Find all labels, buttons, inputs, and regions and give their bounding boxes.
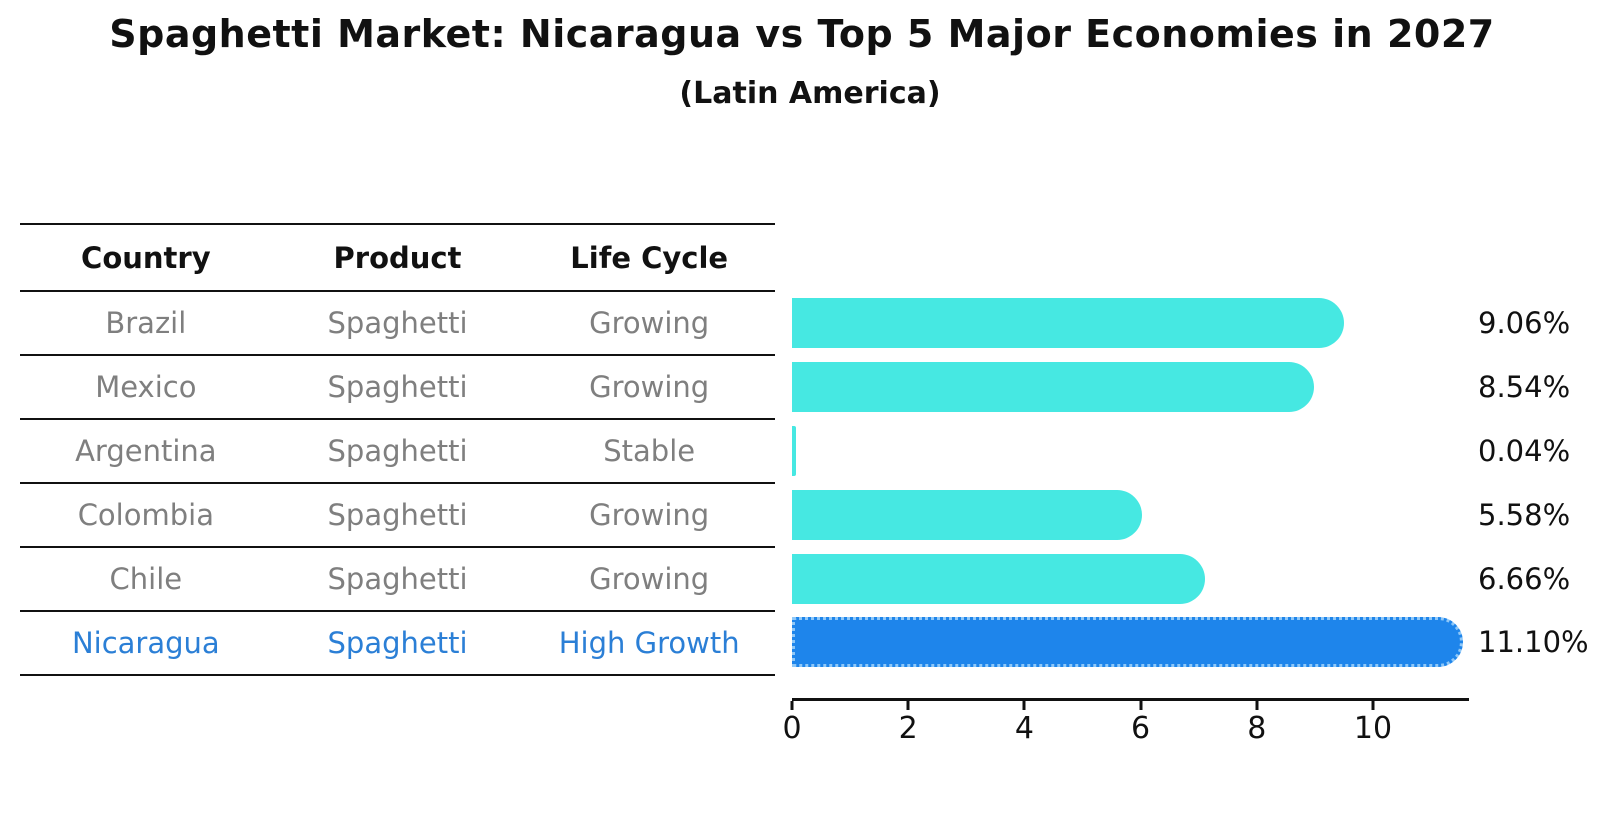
- cell-product: Spaghetti: [327, 498, 468, 532]
- cell-product: Spaghetti: [327, 562, 468, 596]
- chart-title: Spaghetti Market: Nicaragua vs Top 5 Maj…: [109, 12, 1495, 56]
- bar-value-label: 5.58%: [1478, 498, 1571, 532]
- x-axis-tick: [906, 701, 910, 710]
- x-axis-tick: [1022, 701, 1026, 710]
- bar-value-label: 9.06%: [1478, 306, 1571, 340]
- x-axis-tick-label: 0: [782, 711, 802, 746]
- bar-brazil: [792, 298, 1344, 348]
- table-row: Chile Spaghetti Growing: [20, 548, 775, 612]
- x-axis-tick-label: 4: [1014, 711, 1034, 746]
- bar-colombia: [792, 490, 1142, 540]
- cell-product: Spaghetti: [327, 370, 468, 404]
- bar-chile: [792, 554, 1205, 604]
- cell-life-cycle: Growing: [589, 562, 710, 596]
- cell-country: Chile: [109, 562, 183, 596]
- cell-country: Brazil: [105, 306, 187, 340]
- column-header-country: Country: [81, 240, 211, 275]
- column-header-product: Product: [333, 240, 462, 275]
- bar-value-label: 0.04%: [1478, 434, 1571, 468]
- country-table: Country Product Life Cycle Brazil Spaghe…: [20, 223, 775, 676]
- column-header-life-cycle: Life Cycle: [570, 240, 729, 275]
- cell-country: Nicaragua: [71, 626, 220, 660]
- chart-subtitle: (Latin America): [679, 76, 941, 111]
- bar-value-label: 6.66%: [1478, 562, 1571, 596]
- cell-life-cycle: Growing: [589, 498, 710, 532]
- bar-mexico: [792, 362, 1314, 412]
- x-axis-tick: [1371, 701, 1375, 710]
- cell-product: Spaghetti: [327, 626, 468, 660]
- bar-value-label: 11.10%: [1478, 625, 1589, 659]
- cell-life-cycle: Growing: [589, 370, 710, 404]
- table-row-highlight-nicaragua: Nicaragua Spaghetti High Growth: [20, 612, 775, 676]
- cell-country: Mexico: [95, 370, 197, 404]
- table-row: Brazil Spaghetti Growing: [20, 292, 775, 356]
- x-axis-tick: [1139, 701, 1143, 710]
- table-header-row: Country Product Life Cycle: [20, 225, 775, 292]
- table-row: Argentina Spaghetti Stable: [20, 420, 775, 484]
- bar-nicaragua-highlight: [792, 617, 1463, 667]
- x-axis-tick-label: 2: [898, 711, 918, 746]
- cell-country: Argentina: [75, 434, 217, 468]
- cell-life-cycle: Growing: [589, 306, 710, 340]
- cell-product: Spaghetti: [327, 306, 468, 340]
- cell-life-cycle: Stable: [603, 434, 696, 468]
- x-axis-tick-label: 10: [1353, 711, 1393, 746]
- table-row: Colombia Spaghetti Growing: [20, 484, 775, 548]
- bar-argentina: [792, 426, 796, 476]
- cell-life-cycle: High Growth: [558, 626, 740, 660]
- x-axis-tick-label: 6: [1131, 711, 1151, 746]
- x-axis-tick: [790, 701, 794, 710]
- cell-country: Colombia: [77, 498, 214, 532]
- x-axis-tick-label: 8: [1247, 711, 1267, 746]
- table-row: Mexico Spaghetti Growing: [20, 356, 775, 420]
- x-axis-tick: [1255, 701, 1259, 710]
- bar-value-label: 8.54%: [1478, 370, 1571, 404]
- x-axis-line: [792, 698, 1469, 701]
- cell-product: Spaghetti: [327, 434, 468, 468]
